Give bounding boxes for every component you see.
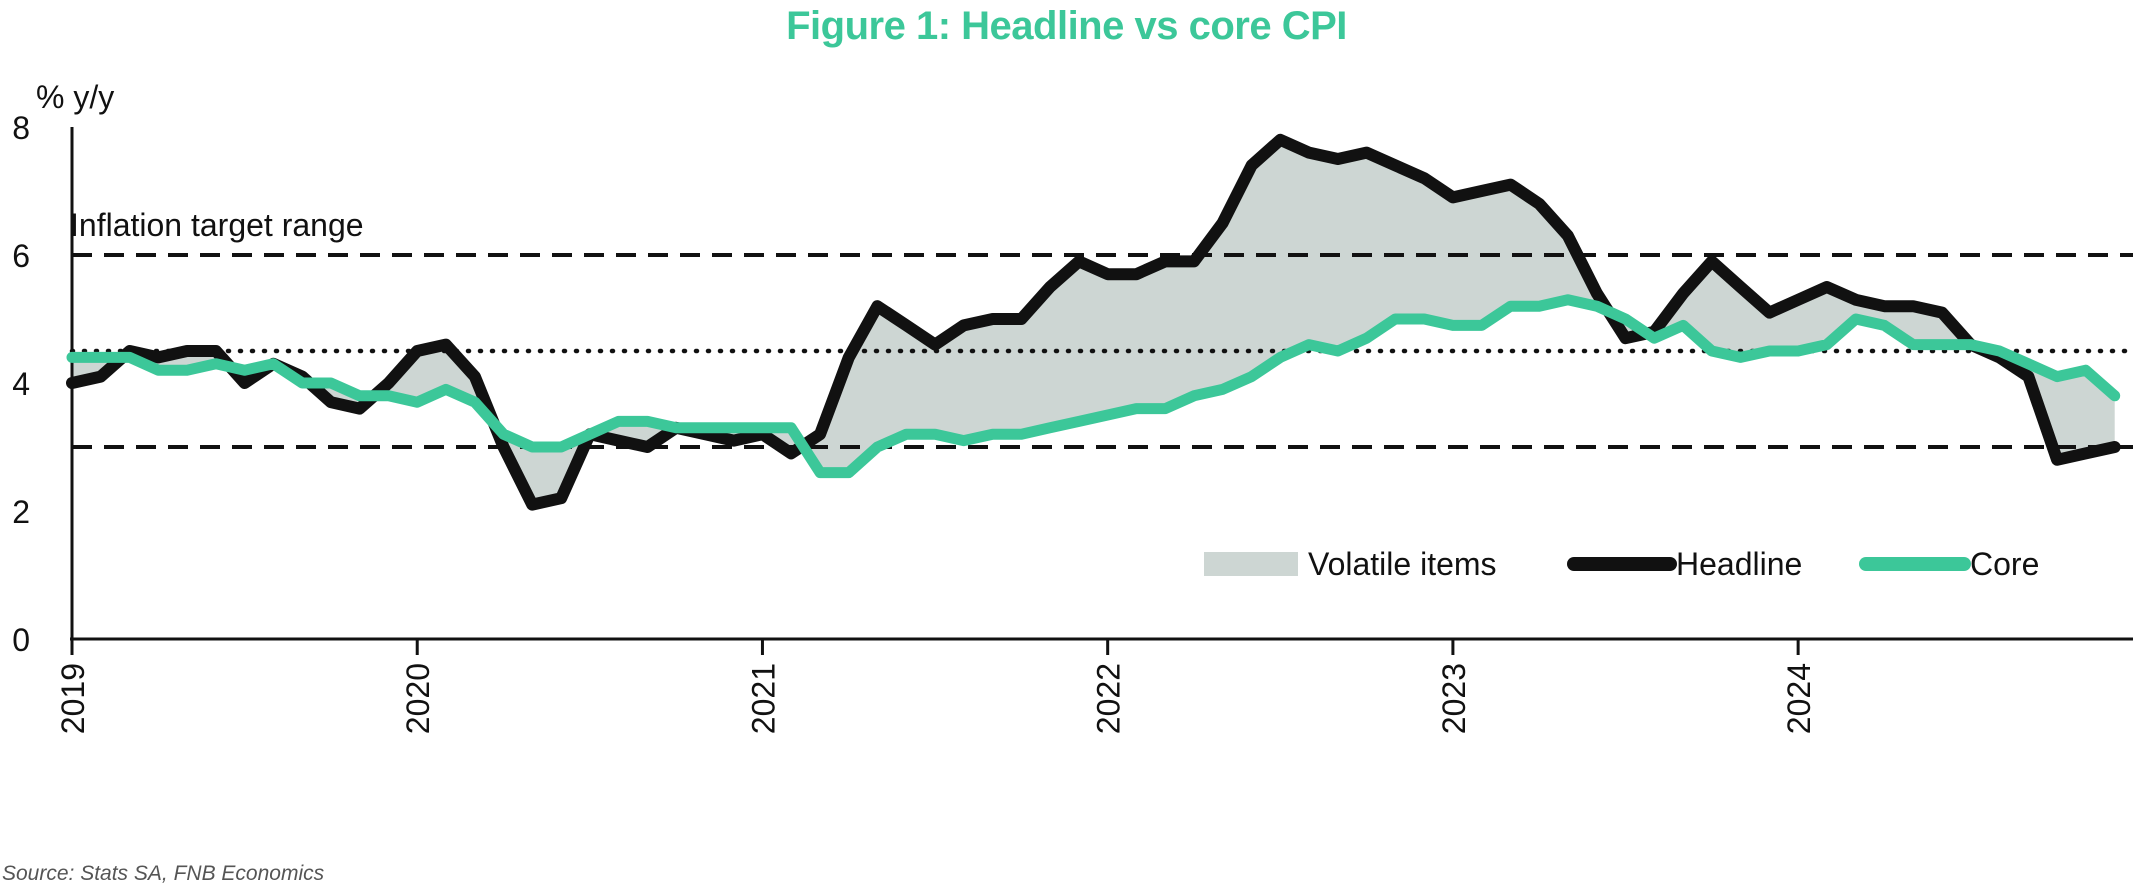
x-tick-label: 2019 <box>55 663 91 734</box>
y-tick-label: 6 <box>12 238 30 274</box>
y-tick-label: 2 <box>12 494 30 530</box>
x-tick-label: 2022 <box>1091 663 1127 734</box>
legend-headline-label: Headline <box>1676 546 1802 582</box>
x-tick-label: 2024 <box>1781 663 1817 734</box>
label-layer: 0 2 4 6 8% y/y 2019 2020 2021 2022 2023 2024 Inflat… <box>12 79 1817 734</box>
x-tick-label: 2021 <box>745 663 781 734</box>
source-note: Source: Stats SA, FNB Economics <box>2 862 325 885</box>
x-tick-label: 2020 <box>400 663 436 734</box>
y-axis-label: % y/y <box>36 79 114 115</box>
chart-title: Figure 1: Headline vs core CPI <box>786 4 1347 48</box>
headline-line <box>66 133 2121 511</box>
legend-core-label: Core <box>1970 546 2039 582</box>
legend: Volatile items Headline Core <box>1204 546 2039 582</box>
core-line <box>66 294 2121 479</box>
legend-volatile-label: Volatile items <box>1308 546 1497 582</box>
y-tick-label: 8 <box>12 110 30 146</box>
x-tick-label: 2023 <box>1436 663 1472 734</box>
y-tick-label: 4 <box>12 366 30 402</box>
volatile-area-layer <box>72 139 2115 505</box>
legend-volatile-swatch <box>1204 552 1298 576</box>
series-layer <box>66 133 2121 511</box>
y-tick-label: 0 <box>12 622 30 658</box>
volatile-items-area <box>72 139 2115 505</box>
target-range-label: Inflation target range <box>70 207 364 243</box>
